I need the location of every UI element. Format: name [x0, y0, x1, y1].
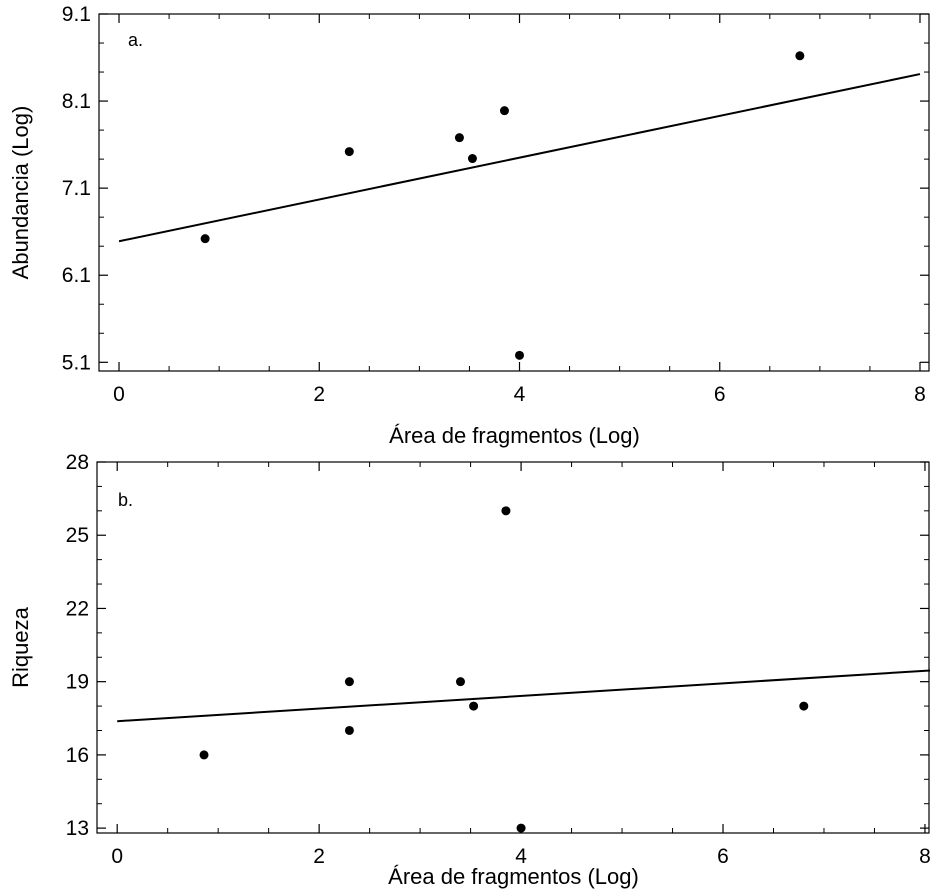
panel-b: 0 2 4 6 8 13 16 19 22 25 28 b. Área de fragmentos (L… [8, 451, 930, 889]
regression-line [117, 669, 930, 723]
x-tick-label: 4 [515, 845, 527, 868]
data-point [516, 823, 526, 833]
data-point [455, 677, 465, 687]
data-point [467, 154, 477, 164]
x-tick-label: 6 [714, 383, 726, 406]
data-point [499, 106, 509, 116]
data-point [344, 147, 354, 157]
y-tick-label: 8.1 [62, 90, 91, 113]
y-tick-label: 19 [66, 671, 89, 694]
x-tick-label: 0 [113, 383, 125, 406]
data-point [469, 701, 479, 711]
y-tick-label: 7.1 [62, 177, 91, 200]
data-point [501, 506, 511, 516]
y-tick-label: 22 [66, 597, 89, 620]
data-point [515, 350, 525, 360]
x-tick-label: 8 [914, 383, 926, 406]
x-tick-label: 6 [717, 845, 729, 868]
y-tick-label: 25 [66, 524, 89, 547]
data-point [799, 701, 809, 711]
x-axis-title: Área de fragmentos (Log) [388, 864, 639, 889]
panel-label: a. [128, 30, 143, 50]
y-tick-label: 9.1 [62, 3, 91, 26]
x-tick-label: 8 [919, 845, 930, 868]
data-point [344, 677, 354, 687]
y-axis-title: Abundancia (Log) [8, 106, 33, 280]
y-tick-label: 28 [66, 451, 89, 474]
data-point [344, 725, 354, 735]
x-tick-label: 2 [313, 383, 325, 406]
data-point [454, 133, 464, 143]
plot-frame [96, 461, 930, 834]
y-tick-label: 13 [66, 817, 89, 840]
x-tick-label: 0 [111, 845, 123, 868]
x-axis-title: Área de fragmentos (Log) [389, 423, 640, 448]
y-tick-label: 6.1 [62, 264, 91, 287]
x-tick-label: 4 [514, 383, 526, 406]
x-tick-label: 2 [313, 845, 325, 868]
y-tick-label: 16 [66, 744, 89, 767]
regression-line [118, 73, 921, 243]
panel-label: b. [118, 490, 133, 510]
y-axis-title: Riqueza [8, 606, 33, 687]
panel-a: 0 2 4 6 8 5.1 6.1 7.1 8.1 9.1 a. Área de fragmentos… [8, 3, 930, 448]
plot-frame [98, 13, 930, 372]
data-point [200, 234, 210, 244]
data-point [795, 51, 805, 61]
y-tick-label: 5.1 [62, 351, 91, 374]
data-point [199, 750, 209, 760]
